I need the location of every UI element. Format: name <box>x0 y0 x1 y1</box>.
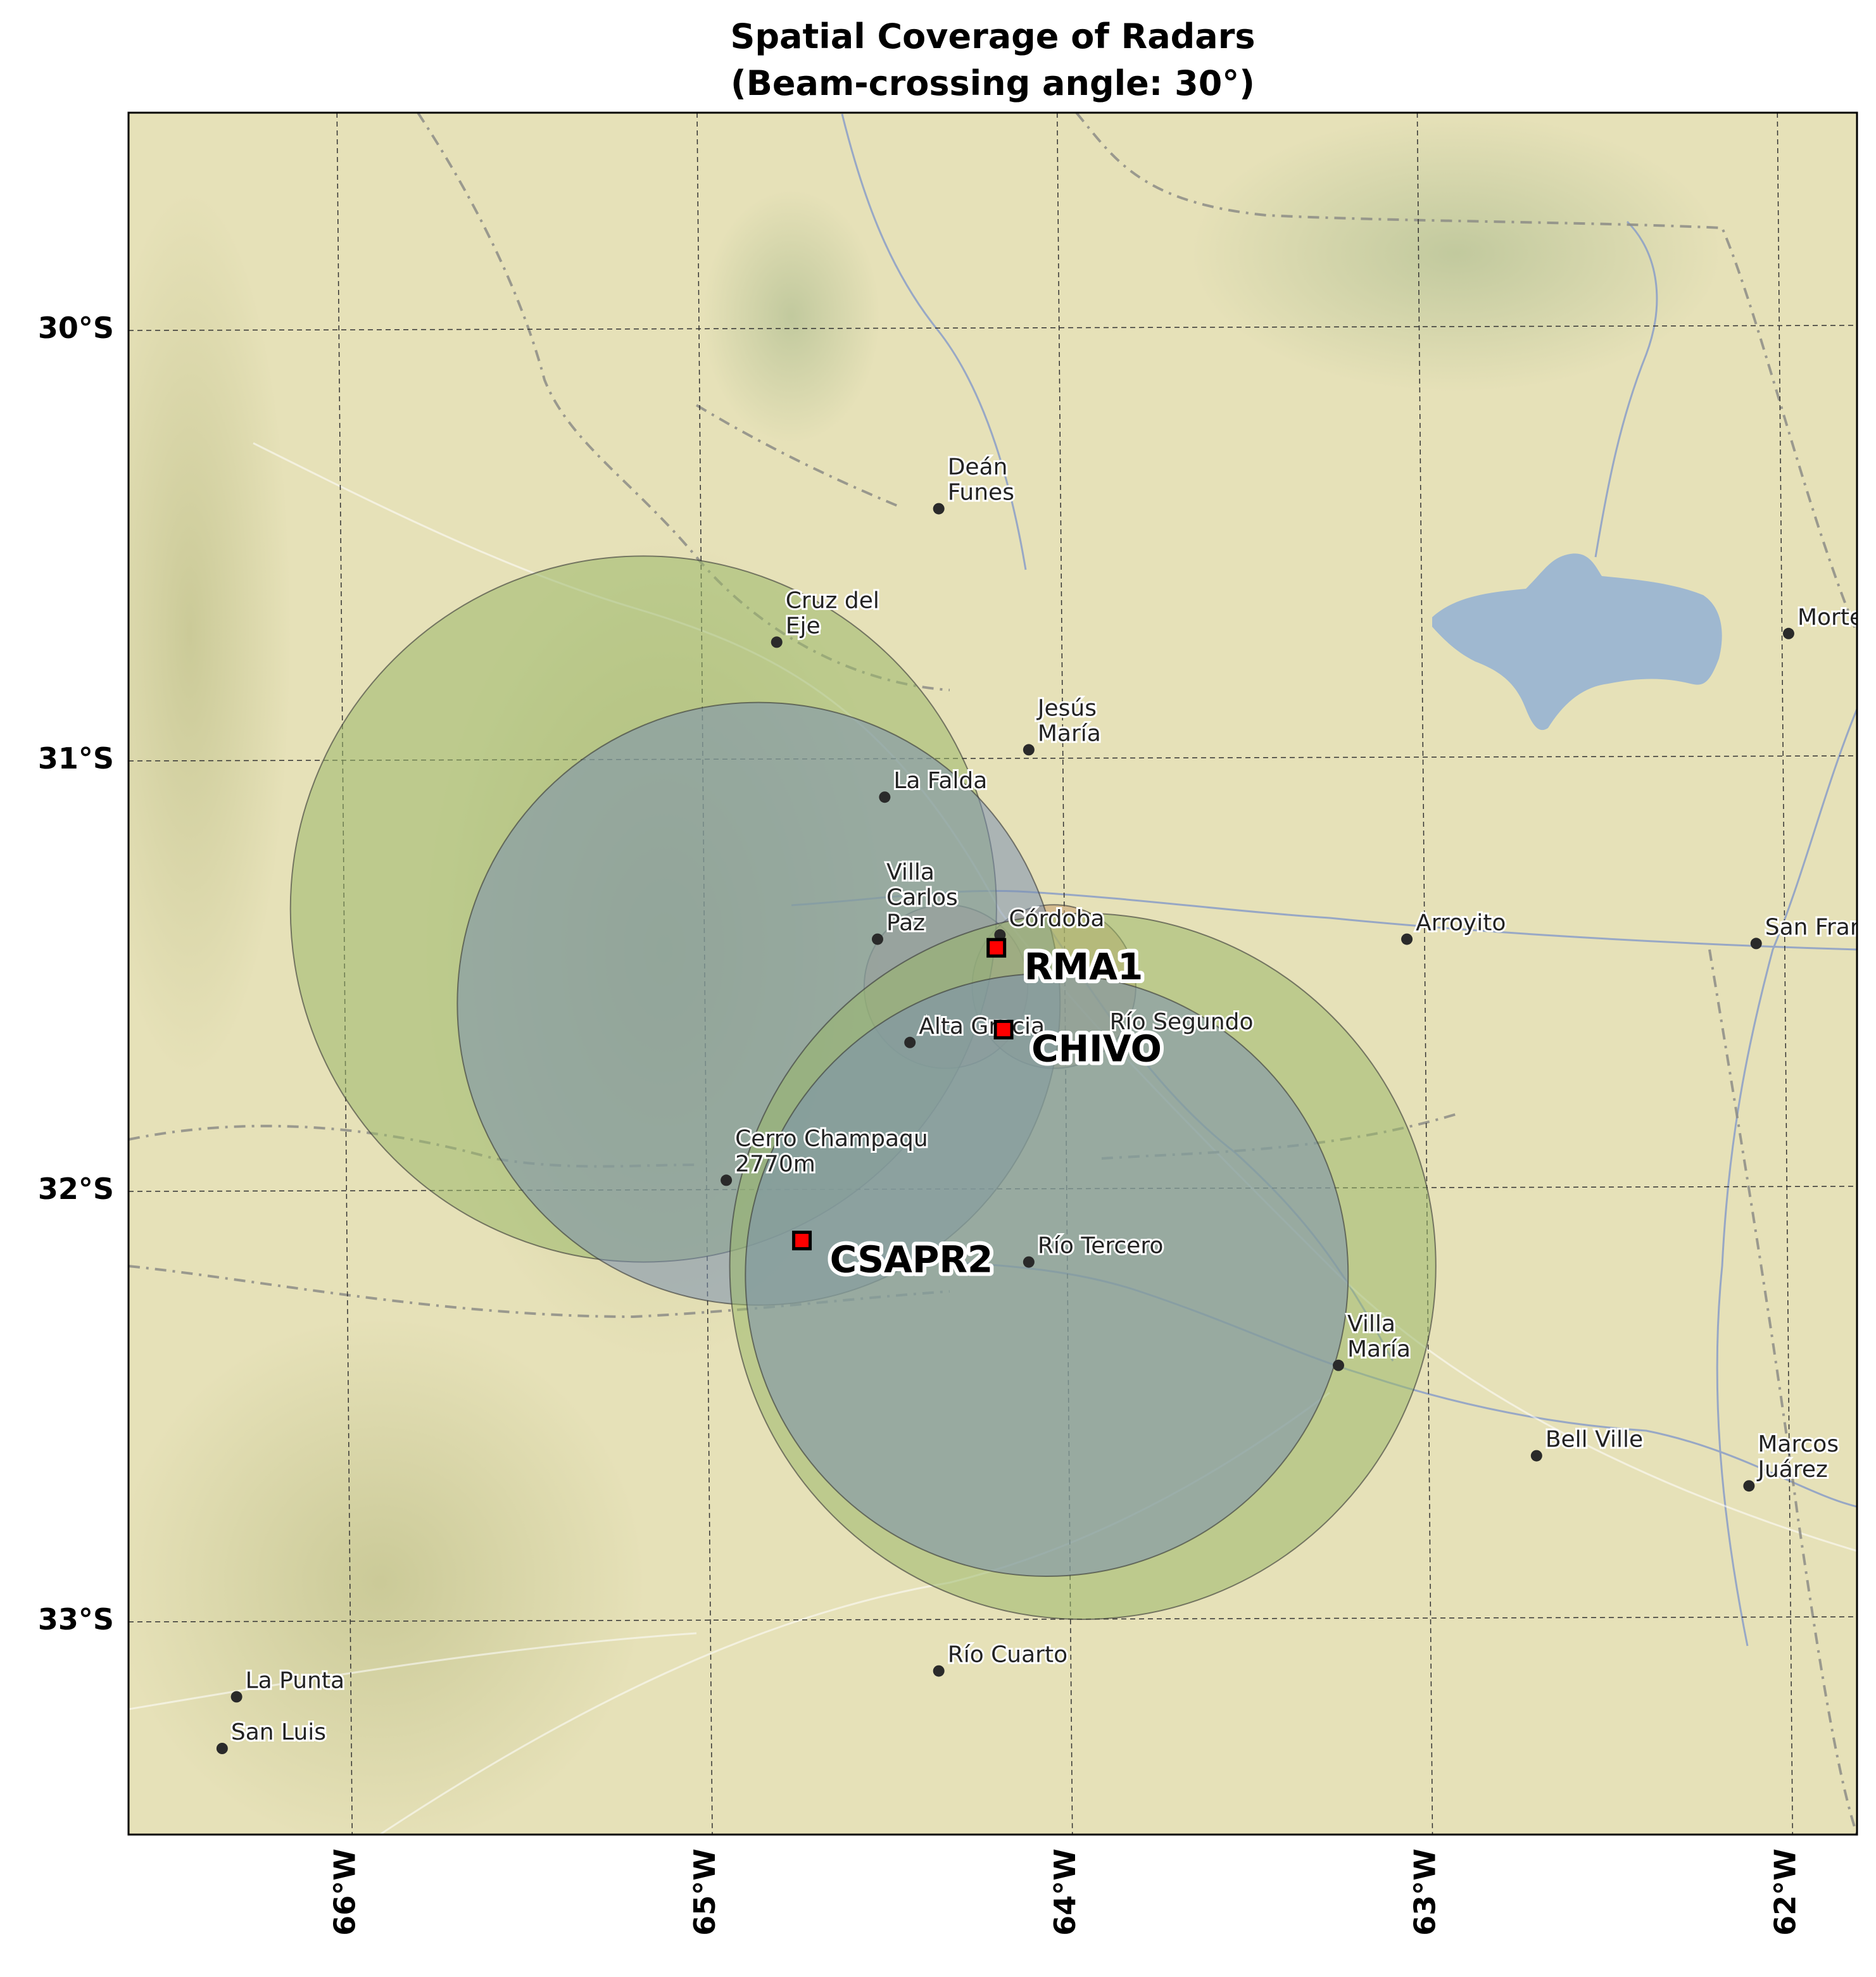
radar-label-csapr2: CSAPR2 <box>830 1238 993 1281</box>
city-dot <box>1333 1359 1344 1371</box>
lat-tick-label: 32°S <box>38 1172 114 1206</box>
northeast-terrain <box>1190 114 1722 392</box>
lon-tick-label: 64°W <box>1048 1848 1082 1936</box>
lat-tick-label: 33°S <box>38 1602 114 1636</box>
city-label: La Punta <box>246 1667 344 1693</box>
radar-markers: RMA1 CHIVO CSAPR2 <box>792 938 1166 1285</box>
city-dot <box>216 1743 228 1754</box>
radar-marker-csapr2 <box>792 1231 812 1251</box>
coverage-circle-chivo-csapr2 <box>745 973 1349 1577</box>
city-dot <box>872 933 883 945</box>
chart-title-line1: Spatial Coverage of Radars <box>730 16 1255 56</box>
radar-label-chivo: CHIVO <box>1031 1027 1162 1070</box>
longitude-tick-labels: 66°W 65°W 64°W 63°W 62°W <box>327 1848 1802 1936</box>
southern-terrain <box>129 1317 646 1835</box>
meridian-line <box>1416 113 1433 1835</box>
city-label: Río Cuarto <box>948 1642 1067 1668</box>
western-terrain <box>129 190 291 1076</box>
meridian-line <box>1777 113 1793 1835</box>
lat-tick-label: 30°S <box>38 311 114 345</box>
city-label: San Luis <box>231 1719 326 1745</box>
city-label: Deán <box>948 455 1008 480</box>
city-label: Cerro Champaqu <box>735 1126 928 1152</box>
city-dot <box>1530 1450 1542 1462</box>
northern-terrain <box>703 190 880 443</box>
city-dot <box>933 1665 945 1677</box>
city-label: Jesús <box>1036 695 1097 721</box>
city-label: La Falda <box>893 768 987 794</box>
city-label: Cruz del <box>786 587 879 613</box>
city-label: María <box>1038 720 1101 746</box>
city-dot <box>230 1691 242 1703</box>
city-label: Bell Ville <box>1545 1427 1643 1453</box>
city-dot <box>1401 933 1413 945</box>
chart-title-line2: (Beam-crossing angle: 30°) <box>731 63 1255 103</box>
city-label: Funes <box>948 480 1014 506</box>
city-label: Morteros <box>1797 605 1876 631</box>
city-dot <box>879 791 891 803</box>
city-label: 2770m <box>735 1151 815 1177</box>
city-label: María <box>1347 1336 1411 1362</box>
city-label: Paz <box>886 910 925 936</box>
city-label: Río Tercero <box>1038 1233 1164 1259</box>
latitude-tick-labels: 30°S 31°S 32°S 33°S <box>38 311 114 1636</box>
city-label: Alta Gracia <box>919 1014 1045 1039</box>
city-label: Juárez <box>1756 1457 1828 1483</box>
radar-label-rma1: RMA1 <box>1024 945 1143 988</box>
city-dot <box>1023 1256 1035 1268</box>
city-dot <box>904 1036 916 1048</box>
city-label: Córdoba <box>1009 906 1104 932</box>
city-label: Marcos <box>1758 1431 1839 1457</box>
city-label: Arroyito <box>1416 910 1506 936</box>
city-dot <box>1095 1032 1107 1044</box>
radar-marker-chivo <box>993 1019 1014 1039</box>
lon-tick-label: 63°W <box>1408 1848 1442 1936</box>
city-dot <box>721 1174 733 1186</box>
city-dot <box>1023 744 1035 756</box>
lon-tick-label: 65°W <box>688 1848 722 1936</box>
city-dot <box>1743 1480 1755 1492</box>
city-dot <box>1750 938 1762 950</box>
parallel-line <box>129 1616 1857 1622</box>
city-label: Río Segundo <box>1110 1009 1254 1035</box>
lon-tick-label: 62°W <box>1768 1848 1802 1936</box>
city-label: San Francisco <box>1765 914 1876 940</box>
plot-frame <box>127 111 1858 1836</box>
coverage-circles <box>289 555 1437 1620</box>
city-dot <box>994 929 1006 941</box>
parallel-line <box>129 325 1857 331</box>
city-dot <box>1782 627 1794 639</box>
lon-tick-label: 66°W <box>327 1848 362 1936</box>
city-label: Villa <box>886 860 935 886</box>
city-dot <box>771 636 783 648</box>
city-label: Carlos <box>886 885 958 911</box>
city-label: Eje <box>786 613 821 639</box>
radar-marker-rma1 <box>986 938 1007 958</box>
city-dot <box>933 503 945 515</box>
mar-chiquita-lake <box>1432 553 1722 731</box>
lat-tick-label: 31°S <box>38 741 114 775</box>
city-label: Villa <box>1347 1311 1395 1337</box>
